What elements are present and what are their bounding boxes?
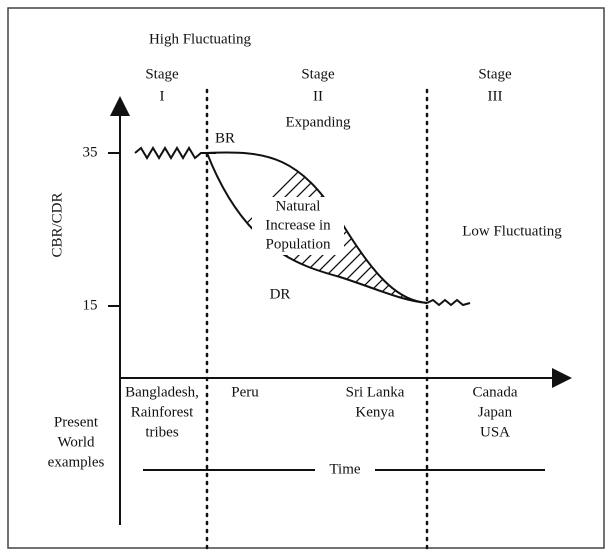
hatch-line [606, 140, 612, 320]
hatch-line [582, 140, 612, 320]
y-tick-label: 35 [83, 144, 98, 160]
example: Peru [231, 384, 259, 400]
label-background [252, 197, 344, 255]
natural-increase: Population [265, 236, 331, 252]
natural-increase: Natural [276, 198, 321, 214]
examples-label: World [57, 434, 95, 450]
example: Canada [473, 384, 518, 400]
example: Bangladesh, [125, 384, 199, 400]
hatch-line [570, 140, 612, 320]
stage-label: Stage [478, 66, 512, 82]
example: Japan [478, 404, 513, 420]
hatch-line [594, 140, 612, 320]
natural-increase: Increase in [265, 217, 331, 233]
stage-label: Stage [145, 66, 179, 82]
examples-label: Present [54, 414, 99, 430]
example: Sri Lanka [346, 384, 405, 400]
stage-numeral: II [313, 88, 323, 104]
example: tribes [145, 424, 178, 440]
annotation: Expanding [286, 114, 351, 130]
example: USA [480, 424, 510, 440]
stage-label: Stage [301, 66, 335, 82]
examples-label: examples [48, 454, 105, 470]
hatch-line [353, 152, 427, 303]
annotation: Low Fluctuating [462, 223, 562, 239]
annotation: BR [215, 130, 235, 146]
wavy-line [426, 298, 471, 307]
frame [7, 7, 605, 549]
wavy-line [134, 146, 216, 160]
y-axis-label: CBR/CDR [49, 192, 65, 257]
y-tick-label: 15 [83, 297, 98, 313]
example: Kenya [355, 404, 394, 420]
stage-numeral: III [488, 88, 503, 104]
annotation: DR [270, 286, 291, 302]
stage-numeral: I [160, 88, 165, 104]
dr-curve [206, 152, 428, 304]
title: High Fluctuating [149, 31, 252, 47]
example: Rainforest [131, 404, 194, 420]
x-axis-label: Time [329, 461, 360, 477]
